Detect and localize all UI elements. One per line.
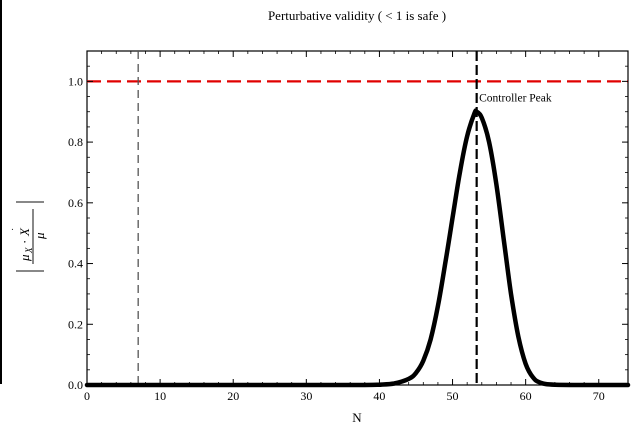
y-tick-label-2: 0.4 — [68, 257, 83, 271]
y-label-dot: · — [17, 240, 32, 244]
y-label-denominator: μ — [32, 232, 47, 240]
x-tick-label-3: 30 — [300, 389, 312, 403]
series-line-0 — [84, 108, 631, 388]
x-tick-label-2: 20 — [227, 389, 239, 403]
ticks-layer: 0 10 20 30 40 50 60 70 0.0 0.2 0.4 0.6 0.8 1.0 — [68, 50, 628, 403]
y-tick-label-3: 0.6 — [68, 196, 83, 210]
y-label-mu: μ — [17, 254, 32, 262]
y-tick-label-1: 0.2 — [68, 317, 83, 331]
y-axis-label: μ X · X ˙ μ ˙ — [11, 201, 47, 272]
x-tick-label-1: 10 — [154, 389, 166, 403]
chart-title: Perturbative validity ( < 1 is safe ) — [268, 8, 446, 23]
controller-peak-annotation: Controller Peak — [479, 93, 552, 105]
y-label-x-dot: ˙ — [11, 228, 22, 231]
y-label-subscript: X — [24, 247, 34, 254]
y-label-den-dot: ˙ — [25, 232, 36, 235]
series-layer — [84, 108, 631, 388]
x-tick-label-0: 0 — [84, 389, 90, 403]
x-tick-label-5: 50 — [447, 389, 459, 403]
y-label-x: X — [17, 227, 32, 237]
reference-lines — [87, 51, 628, 385]
y-tick-label-4: 0.8 — [68, 135, 83, 149]
y-tick-label-0: 0.0 — [68, 378, 83, 392]
x-tick-label-6: 60 — [520, 389, 532, 403]
x-tick-label-4: 40 — [373, 389, 385, 403]
y-tick-label-5: 1.0 — [68, 74, 83, 88]
x-axis-label: N — [352, 410, 362, 425]
x-tick-label-7: 70 — [593, 389, 605, 403]
left-edge-line — [0, 0, 2, 384]
